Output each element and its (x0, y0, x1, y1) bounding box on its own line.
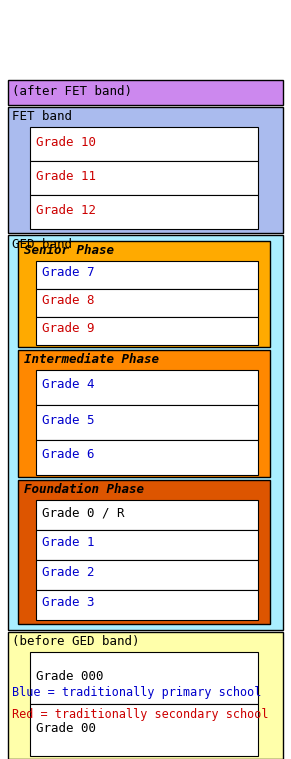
Text: Grade 4: Grade 4 (42, 379, 95, 392)
Bar (36, 590, 258, 620)
Text: Grade 2: Grade 2 (42, 566, 95, 580)
Text: GED band: GED band (12, 238, 72, 251)
Text: (after FET band): (after FET band) (12, 86, 132, 99)
Bar (8, 235, 283, 630)
Bar (36, 440, 258, 475)
Bar (30, 161, 258, 195)
Text: Foundation Phase: Foundation Phase (24, 483, 144, 496)
Text: Red = traditionally secondary school: Red = traditionally secondary school (12, 708, 269, 721)
Bar (8, 107, 283, 233)
Text: FET band: FET band (12, 110, 72, 123)
Bar (18, 480, 270, 624)
Text: Grade 1: Grade 1 (42, 537, 95, 550)
Bar (36, 560, 258, 590)
Text: Grade 8: Grade 8 (42, 294, 95, 307)
Bar (18, 241, 270, 347)
Text: Grade 3: Grade 3 (42, 597, 95, 609)
Text: Grade 12: Grade 12 (36, 203, 96, 216)
Bar (36, 405, 258, 440)
Text: Grade 0 / R: Grade 0 / R (42, 506, 125, 519)
Bar (36, 370, 258, 405)
Bar (30, 652, 258, 704)
Text: Grade 10: Grade 10 (36, 136, 96, 149)
Text: Grade 000: Grade 000 (36, 669, 104, 682)
Bar (18, 350, 270, 477)
Text: Grade 9: Grade 9 (42, 323, 95, 335)
Bar (30, 195, 258, 229)
Text: Senior Phase: Senior Phase (24, 244, 114, 257)
Text: Grade 7: Grade 7 (42, 266, 95, 279)
Bar (36, 317, 258, 345)
Bar (8, 632, 283, 759)
Bar (36, 530, 258, 560)
Bar (36, 261, 258, 289)
Text: Intermediate Phase: Intermediate Phase (24, 353, 159, 366)
Text: Grade 6: Grade 6 (42, 449, 95, 461)
Bar (8, 80, 283, 105)
Text: Grade 00: Grade 00 (36, 722, 96, 735)
Bar (36, 500, 258, 530)
Bar (36, 289, 258, 317)
Bar (30, 127, 258, 161)
Text: Grade 5: Grade 5 (42, 414, 95, 427)
Text: Blue = traditionally primary school: Blue = traditionally primary school (12, 686, 261, 699)
Bar (30, 704, 258, 756)
Text: Grade 11: Grade 11 (36, 169, 96, 182)
Text: (before GED band): (before GED band) (12, 635, 139, 648)
